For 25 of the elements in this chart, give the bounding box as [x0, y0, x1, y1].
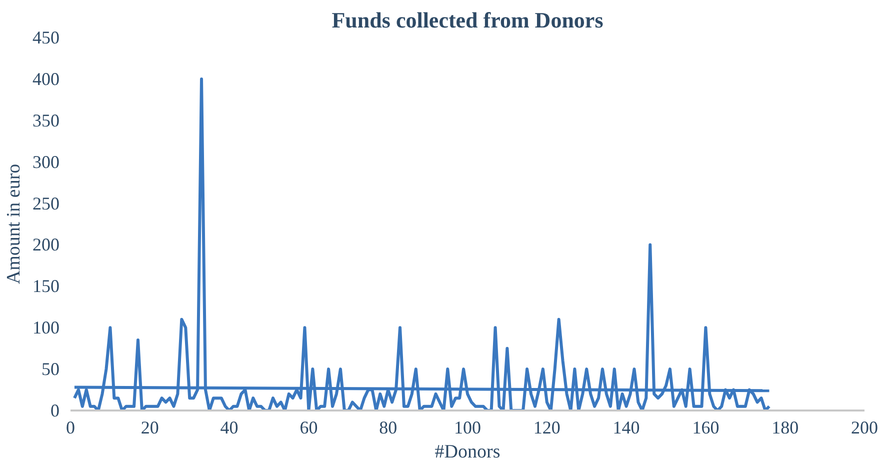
- x-tick-label: 80: [379, 418, 398, 438]
- x-tick-label: 40: [220, 418, 238, 438]
- y-tick-label: 300: [32, 152, 60, 172]
- x-tick-label: 20: [140, 418, 159, 438]
- y-tick-label: 0: [50, 400, 60, 420]
- y-tick-label: 200: [32, 234, 60, 255]
- y-tick-label: 50: [42, 359, 60, 380]
- x-tick-label: 100: [454, 418, 481, 438]
- chart-title: Funds collected from Donors: [332, 8, 604, 32]
- y-tick-label: 250: [32, 193, 60, 214]
- x-tick-label: 200: [851, 418, 878, 438]
- x-tick-label: 180: [772, 418, 799, 438]
- y-axis-title: Amount in euro: [4, 164, 24, 284]
- x-tick-label: 60: [300, 418, 318, 438]
- x-tick-label: 140: [612, 418, 640, 438]
- x-tick-label: 120: [533, 418, 560, 438]
- x-axis-title: #Donors: [434, 442, 500, 462]
- y-tick-label: 350: [32, 110, 60, 130]
- y-tick-label: 100: [32, 318, 60, 338]
- y-tick-label: 150: [32, 276, 60, 296]
- x-tick-label: 160: [692, 418, 720, 438]
- y-tick-label: 400: [32, 68, 60, 89]
- line-series: [72, 77, 771, 410]
- y-tick-label: 450: [32, 28, 60, 48]
- x-tick-label: 0: [66, 418, 75, 438]
